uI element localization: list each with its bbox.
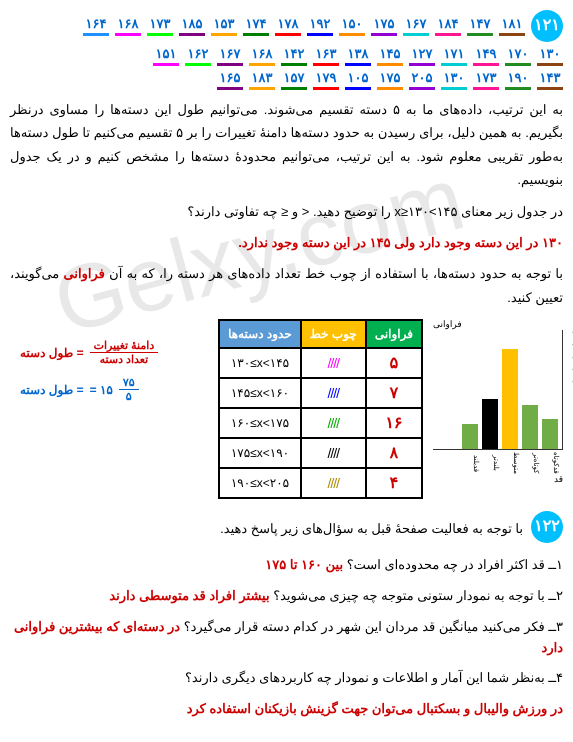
data-number: ۱۸۴ [435,16,461,36]
data-number: ۱۷۱ [441,46,467,66]
data-number: ۱۴۹ [473,46,499,66]
chart-bar [522,405,538,449]
data-number: ۱۴۲ [281,46,307,66]
question-row: ۲ــ با توجه به نمودار ستونی متوجه چه چیز… [10,586,563,607]
final-answer: در ورزش والیبال و بسکتبال می‌توان جهت گز… [10,699,563,720]
data-number: ۱۶۸ [249,46,275,66]
data-number: ۱۷۳ [147,16,173,36]
frequency-table: فراوانیچوب خطحدود دسته‌ها ۵////۱۳۰≤x<۱۴۵… [218,319,423,499]
table-row: ۴////۱۹۰≤x<۲۰۵ [219,468,422,498]
paragraph-2: در جدول زیر معنای ۱۴۵>x≥۱۳۰ را توضیح دهی… [10,200,563,223]
data-number: ۱۵۰ [339,16,365,36]
data-number: ۱۶۳ [313,46,339,66]
data-number: ۱۹۰ [505,70,531,90]
data-number: ۱۶۸ [115,16,141,36]
table-row: ۸////۱۷۵≤x<۱۹۰ [219,438,422,468]
table-row: ۷////۱۴۵≤x<۱۶۰ [219,378,422,408]
paragraph-3-answer: ۱۳۰ در این دسته وجود دارد ولی ۱۴۵ در این… [10,231,563,254]
data-number: ۱۷۵ [371,16,397,36]
data-number: ۱۸۱ [499,16,525,36]
data-number: ۱۳۰ [537,46,563,66]
data-number: ۱۰۵ [345,70,371,90]
data-number: ۱۷۴ [243,16,269,36]
chart-bar [542,419,558,449]
chart-bar [502,349,518,449]
chart-bar [482,399,498,449]
data-number: ۱۶۲ [185,46,211,66]
formula-box: دامنهٔ تغییراتتعداد دسته = طول دسته ۷۵۵ … [10,319,208,423]
bar-chart: فراوانی ۱۸۱۶۱۴۱۲۱۰۸۶۴۲۰ قدکوتاهکوتاه‌ترم… [433,319,563,485]
data-number: ۱۶۷ [217,46,243,66]
question-row: ۳ــ فکر می‌کنید میانگین قد مردان این شهر… [10,617,563,659]
data-number: ۱۶۵ [217,70,243,90]
data-number: ۱۳۸ [345,46,371,66]
paragraph-1: به این ترتیب، داده‌های ما به ۵ دسته تقسی… [10,98,563,192]
data-number: ۱۹۲ [307,16,333,36]
chart-bar [462,424,478,449]
data-number: ۲۰۵ [409,70,435,90]
table-row: ۵////۱۳۰≤x<۱۴۵ [219,348,422,378]
question-row: ۱ــ قد اکثر افراد در چه محدوده‌ای است؟ ب… [10,555,563,576]
question-row: ۴ــ به‌نظر شما این آمار و اطلاعات و نمود… [10,668,563,689]
data-number: ۱۵۱ [153,46,179,66]
paragraph-4: با توجه به حدود دسته‌ها، با استفاده از چ… [10,262,563,309]
badge-121: ۱۲۱ [531,10,563,42]
badge-122: ۱۲۲ [531,511,563,543]
data-number: ۱۷۳ [473,70,499,90]
data-number: ۱۴۳ [537,70,563,90]
data-number: ۱۷۰ [505,46,531,66]
numbers-row-2: ۱۳۰ ۱۷۰ ۱۴۹ ۱۷۱ ۱۲۷ ۱۴۵ ۱۳۸ ۱۶۳ ۱۴۲ ۱۶۸ ۱۶۷ ۱۶۲ ۱۵۱ [10,46,563,66]
numbers-row-3: ۱۴۳ ۱۹۰ ۱۷۳ ۱۳۰ ۲۰۵ ۱۷۵ ۱۰۵ ۱۷۹ ۱۵۷ ۱۸۳ ۱۶۵ [10,70,563,90]
data-number: ۱۴۵ [377,46,403,66]
data-number: ۱۷۵ [377,70,403,90]
data-number: ۱۸۳ [249,70,275,90]
data-number: ۱۶۷ [403,16,429,36]
table-header: حدود دسته‌ها [219,320,301,348]
table-header: چوب خط [301,320,366,348]
data-number: ۱۵۷ [281,70,307,90]
table-header: فراوانی [366,320,422,348]
data-number: ۱۷۹ [313,70,339,90]
table-row: ۱۶////۱۶۰≤x<۱۷۵ [219,408,422,438]
data-number: ۱۲۷ [409,46,435,66]
data-number: ۱۵۳ [211,16,237,36]
numbers-row-1: ۱۲۱ ۱۸۱ ۱۴۷ ۱۸۴ ۱۶۷ ۱۷۵ ۱۵۰ ۱۹۲ ۱۷۸ ۱۷۴ ۱۵۳ ۱۸۵ ۱۷۳… [10,10,563,42]
data-number: ۱۸۵ [179,16,205,36]
section-title: با توجه به فعالیت صفحهٔ قبل به سؤال‌های … [220,521,523,537]
data-number: ۱۷۸ [275,16,301,36]
data-number: ۱۴۷ [467,16,493,36]
data-number: ۱۶۴ [83,16,109,36]
data-number: ۱۳۰ [441,70,467,90]
